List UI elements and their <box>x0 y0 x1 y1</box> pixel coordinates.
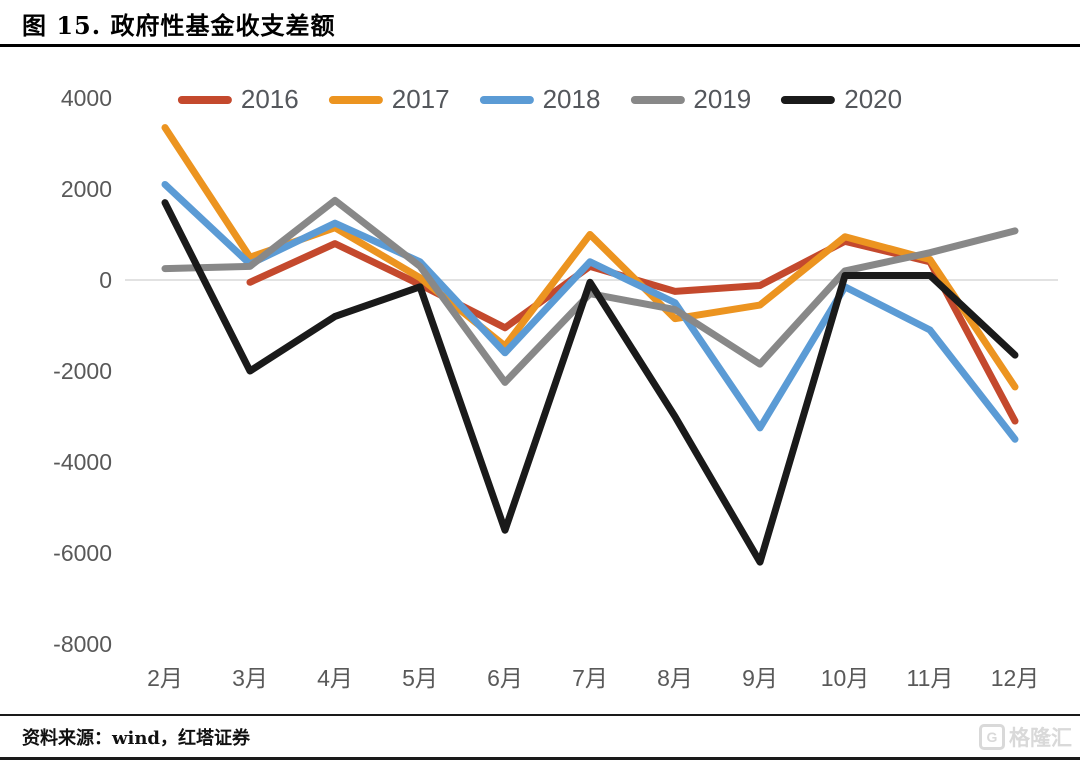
series-line-2020 <box>161 199 1019 566</box>
footer-rule-top <box>0 714 1080 716</box>
y-axis-tick-label: 0 <box>99 267 112 293</box>
y-axis-tick-label: -8000 <box>53 631 112 657</box>
legend-swatch-icon <box>328 95 383 104</box>
watermark: G 格隆汇 <box>979 722 1072 752</box>
legend-swatch-icon <box>479 95 534 104</box>
x-axis-month-label: 4月 <box>317 665 353 691</box>
legend-label: 2016 <box>240 84 299 114</box>
legend-label: 2018 <box>542 84 601 114</box>
legend-item-2018: 2018 <box>479 84 601 115</box>
legend-item-2017: 2017 <box>328 84 450 115</box>
legend-swatch-icon <box>630 95 685 104</box>
watermark-label: 格隆汇 <box>1009 727 1072 750</box>
y-axis-tick-label: 2000 <box>61 176 112 202</box>
x-axis-month-label: 11月 <box>907 665 954 691</box>
legend-item-2016: 2016 <box>177 84 299 115</box>
x-axis-month-label: 10月 <box>821 665 870 691</box>
footer-rule-bottom <box>0 757 1080 760</box>
y-axis-tick-label: -4000 <box>53 449 112 475</box>
y-axis-tick-label: -6000 <box>53 540 112 566</box>
chart-title: 图 15. 政府性基金收支差额 <box>22 11 336 40</box>
x-axis-month-label: 5月 <box>402 665 438 691</box>
x-axis-month-label: 7月 <box>572 665 608 691</box>
legend-swatch-icon <box>781 95 836 104</box>
legend-label: 2019 <box>693 84 752 114</box>
series-line-2017 <box>161 124 1019 391</box>
title-rule <box>0 44 1080 47</box>
legend-label: 2020 <box>844 84 903 114</box>
x-axis-month-label: 8月 <box>657 665 693 691</box>
legend-label: 2017 <box>391 84 450 114</box>
legend-item-2019: 2019 <box>630 84 751 115</box>
chart-legend: 2016 2017 2018 2019 2020 <box>177 84 902 115</box>
gelonghui-logo-icon: G <box>979 724 1005 750</box>
series-line-2018 <box>161 180 1019 443</box>
x-axis-month-label: 2月 <box>147 665 183 691</box>
x-axis-month-label: 6月 <box>487 665 523 691</box>
y-axis-tick-label: 4000 <box>61 85 112 111</box>
x-axis-month-label: 3月 <box>232 665 268 691</box>
y-axis-tick-label: -2000 <box>53 358 112 384</box>
x-axis-month-label: 12月 <box>991 665 1040 691</box>
legend-item-2020: 2020 <box>781 84 902 115</box>
source-note: 资料来源：wind，红塔证券 <box>22 728 251 749</box>
x-axis-month-label: 9月 <box>742 665 778 691</box>
series-line-2019 <box>161 196 1019 386</box>
legend-swatch-icon <box>177 95 232 104</box>
series-line-2016 <box>246 237 1019 425</box>
